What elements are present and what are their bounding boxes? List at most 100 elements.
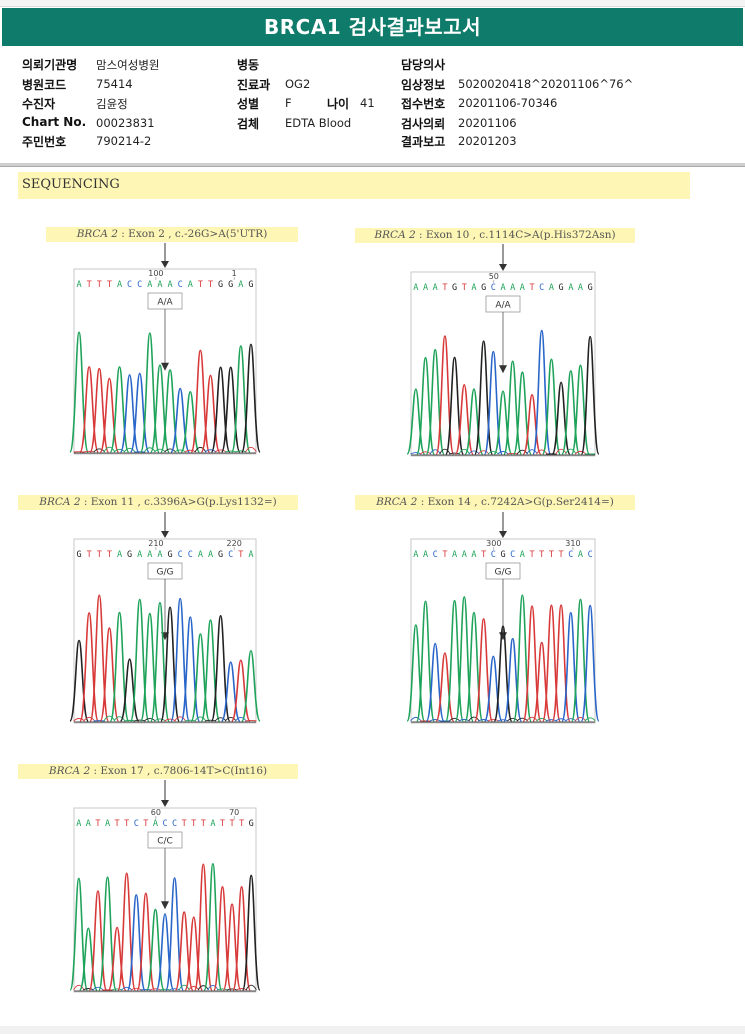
trace-peak [107, 926, 127, 991]
trace-noise [194, 716, 207, 722]
base-call: A [147, 550, 152, 560]
base-call: C [178, 280, 183, 290]
trace-noise [565, 718, 577, 722]
trace-noise [214, 717, 227, 722]
report-title: BRCA1 검사결과보고서 [2, 8, 743, 46]
top-marker-arrow [161, 261, 169, 268]
base-call: A [510, 283, 515, 293]
value-receipt-number: 20201106-70346 [458, 96, 558, 110]
chromatogram-2: A A A T G T A G C A A A T C A G A A G 50 A/A [397, 244, 607, 459]
base-call: A [549, 283, 554, 293]
genotype-label: G/G [157, 568, 174, 578]
variant-pointer-arrow [161, 901, 169, 910]
trace-noise [574, 450, 587, 455]
trace-noise [429, 449, 441, 455]
base-call: C [127, 280, 132, 290]
trace-peak [551, 381, 571, 455]
variant-desc: : Exon 14 , c.7242A>G(p.Ser2414=) [417, 496, 614, 508]
trace-noise [103, 446, 116, 453]
trace-peak [241, 874, 261, 991]
base-call: A [238, 280, 243, 290]
base-call: T [239, 819, 244, 829]
value-hospital-code: 75414 [96, 77, 133, 91]
trace-noise [92, 986, 104, 991]
base-call: C [178, 550, 183, 560]
top-marker-arrow [499, 264, 507, 271]
trace-noise [235, 716, 247, 722]
base-call: A [198, 550, 203, 560]
top-marker-arrow [499, 531, 507, 538]
base-call: T [87, 280, 92, 290]
base-call: A [105, 819, 110, 829]
label-patient-name: 수진자 [22, 97, 56, 111]
trace-noise [516, 717, 528, 722]
value-specimen: EDTA Blood [285, 116, 352, 130]
genotype-label: A/A [495, 301, 511, 311]
top-marker-arrow [161, 800, 169, 807]
variant-caption-5: BRCA 2 : Exon 17 , c.7806-14T>C(Int16) [18, 764, 298, 779]
gene-name: BRCA 2 [76, 228, 118, 240]
base-call: T [549, 550, 554, 560]
trace-noise [93, 448, 106, 453]
trace-noise [526, 449, 538, 455]
position-label: 210 [148, 539, 163, 548]
label-requesting-institution: 의뢰기관명 [22, 58, 78, 72]
base-call: G [452, 283, 457, 293]
base-call: T [87, 550, 92, 560]
base-call: A [520, 550, 525, 560]
base-call: A [157, 280, 162, 290]
base-call: G [481, 283, 486, 293]
genotype-label: A/A [157, 298, 173, 308]
base-call: A [117, 280, 122, 290]
base-call: T [107, 280, 112, 290]
position-label: 220 [227, 539, 242, 548]
value-sex: F [285, 96, 292, 110]
trace-peak [532, 641, 552, 722]
trace-noise [73, 718, 85, 722]
chromatogram-3: G T T T A G A A A G C C A A G C T A 210 220 G/G [60, 512, 270, 727]
base-call: T [529, 283, 534, 293]
label-hospital-code: 병원코드 [22, 78, 67, 92]
trace-noise [449, 717, 461, 722]
base-call: A [167, 280, 172, 290]
trace-noise [439, 448, 451, 455]
base-call: A [153, 819, 158, 829]
top-strip [0, 0, 745, 7]
base-call: A [423, 550, 428, 560]
trace-noise [536, 449, 548, 455]
trace-peak [493, 390, 513, 455]
base-call: T [442, 550, 447, 560]
value-chart-no: 00023831 [96, 116, 155, 130]
trace-noise [154, 448, 166, 453]
variant-caption-2: BRCA 2 : Exon 10 , c.1114C>A(p.His372Asn… [355, 228, 635, 243]
variant-desc: : Exon 10 , c.1114C>A(p.His372Asn) [415, 229, 616, 241]
trace-noise [178, 984, 190, 991]
base-call: G [218, 550, 223, 560]
genotype-label: C/C [157, 837, 173, 847]
base-call: G [559, 283, 564, 293]
label-ward: 병동 [237, 58, 260, 72]
variant-caption-4: BRCA 2 : Exon 14 , c.7242A>G(p.Ser2414=) [355, 495, 635, 510]
trace-peak [580, 335, 600, 455]
chromatogram-1: A T T T A C C A A A C A T T G G A G 100 1 A/A [60, 243, 270, 458]
chromatogram-5: A A T A T T C T A C C T T T A T T T G 60 70 C/C [60, 780, 270, 995]
position-label: 1 [232, 269, 237, 278]
trace-noise [113, 449, 126, 453]
variant-desc: : Exon 17 , c.7806-14T>C(Int16) [90, 765, 268, 777]
base-call: T [182, 819, 187, 829]
base-call: T [481, 550, 486, 560]
base-call: C [172, 819, 177, 829]
base-call: T [220, 819, 225, 829]
trace-peak [69, 639, 89, 722]
trace-peak [406, 388, 426, 455]
base-call: A [423, 283, 428, 293]
trace-noise [123, 447, 136, 453]
base-call: A [568, 283, 573, 293]
trace-noise [245, 984, 257, 991]
label-resident-number: 주민번호 [22, 135, 67, 149]
base-call: G [127, 550, 132, 560]
base-call: G [248, 280, 253, 290]
base-call: C [137, 280, 142, 290]
